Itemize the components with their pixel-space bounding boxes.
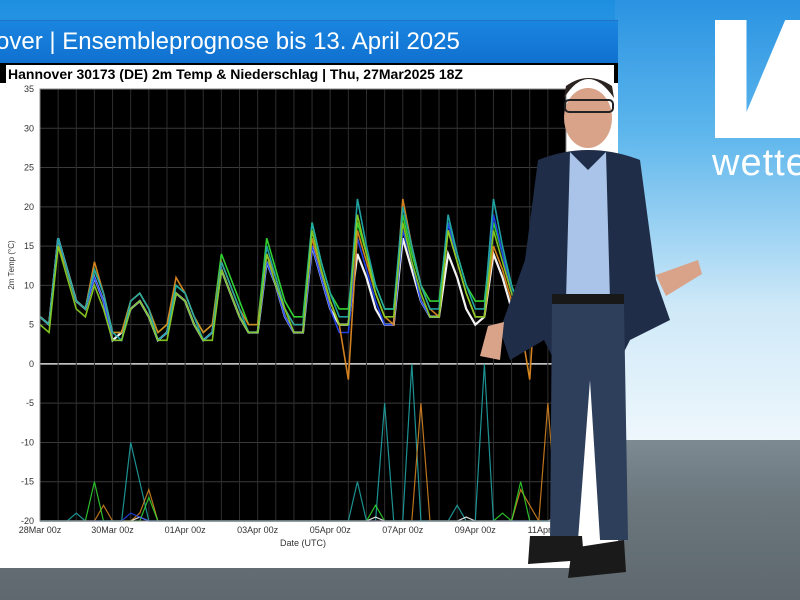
y-tick-label: -20 [21,516,34,526]
screen-title: over | Ensembleprognose bis 13. April 20… [0,28,460,55]
glasses-icon [564,99,614,113]
x-tick-label: 09Apr 00z [455,525,497,535]
presenter-hand-left [480,322,504,360]
presenter-hair [564,78,614,98]
presenter-shoe-left [528,536,584,564]
presenter-figure [480,78,702,578]
screen-title-bar: over | Ensembleprognose bis 13. April 20… [0,21,618,63]
y-axis-label: 2m Temp (°C) [7,240,16,290]
x-tick-label: 28Mar 00z [19,525,62,535]
y-tick-label: -10 [21,437,34,447]
y-tick-label: 15 [24,241,34,251]
x-tick-label: 11Apr 00z [528,525,569,535]
x-tick-label: 05Apr 00z [310,525,352,535]
y-tick-label: 10 [24,280,34,290]
presenter-jeans [550,304,628,540]
y-tick-label: 30 [24,123,34,133]
x-tick-label: 01Apr 00z [165,525,207,535]
plot-area [40,89,566,521]
y-tick-label: 35 [24,84,34,94]
chart-title: Hannover 30173 (DE) 2m Temp & Niederschl… [6,65,614,83]
presenter-belt [552,294,624,304]
presenter-hand-right [656,260,702,296]
x-tick-label: 30Mar 00z [91,525,134,535]
y-tick-label: 25 [24,163,34,173]
x-tick-label: 07Apr 00z [382,525,424,535]
y-tick-label: -5 [26,398,34,408]
y-tick-label: 20 [24,202,34,212]
presenter-shirt [566,152,610,300]
temp-series-line [39,206,567,342]
y-tick-label: -15 [21,477,34,487]
y-tick-label: 5 [29,320,34,330]
brand-logo-text: wette [712,142,800,184]
y-tick-label: 0 [29,359,34,369]
x-tick-label: 03Apr 00z [237,525,279,535]
model-source-label: GFS Ensemble, 52.5N, 10E [6,541,167,556]
provider-label: Wetterzentrale [446,541,531,556]
presenter-shoe-right [568,540,626,578]
presenter-head [564,88,612,148]
x-axis-label: Date (UTC) [280,538,326,548]
forecast-screen: over | Ensembleprognose bis 13. April 20… [0,20,618,568]
